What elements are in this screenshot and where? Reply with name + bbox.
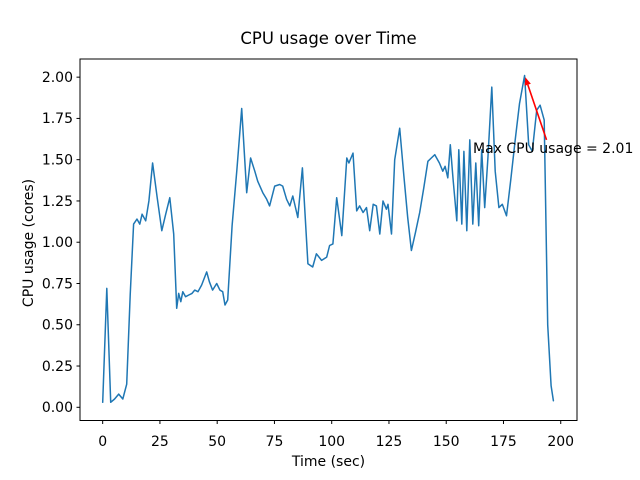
y-tick-label: 1.75 xyxy=(42,111,73,127)
annotation-arrow-head xyxy=(524,77,531,86)
cpu-usage-line xyxy=(101,74,555,404)
x-tick-label: 175 xyxy=(490,434,517,450)
annotation-max-cpu-text: Max CPU usage = 2.01 xyxy=(473,141,633,157)
axes-frame xyxy=(79,58,578,421)
x-tick-label: 25 xyxy=(151,434,169,450)
y-tick-label: 0.50 xyxy=(42,318,73,334)
chart-title: CPU usage over Time xyxy=(240,29,416,48)
y-tick-label: 0.00 xyxy=(42,400,73,416)
y-axis-label: CPU usage (cores) xyxy=(21,179,37,307)
x-tick-label: 50 xyxy=(208,434,226,450)
y-tick-label: 1.50 xyxy=(42,152,73,168)
y-tick-label: 1.25 xyxy=(42,194,73,210)
x-tick-label: 200 xyxy=(547,434,574,450)
annotation-arrow-line xyxy=(527,84,548,141)
x-tick-label: 0 xyxy=(98,434,107,450)
y-tick-label: 2.00 xyxy=(42,70,73,86)
x-tick-label: 75 xyxy=(266,434,284,450)
x-tick-label: 150 xyxy=(433,434,460,450)
x-tick-label: 100 xyxy=(318,434,345,450)
x-tick-label: 125 xyxy=(376,434,403,450)
y-tick-label: 0.75 xyxy=(42,276,73,292)
y-tick-label: 0.25 xyxy=(42,359,73,375)
x-axis-label: Time (sec) xyxy=(291,454,365,470)
y-tick-label: 1.00 xyxy=(42,235,73,251)
